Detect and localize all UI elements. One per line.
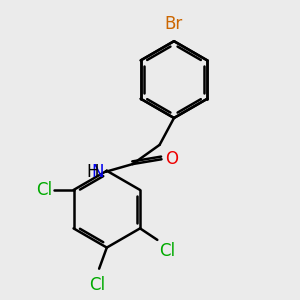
Text: O: O (165, 150, 178, 168)
Text: N: N (92, 163, 104, 181)
Text: Br: Br (165, 16, 183, 34)
Text: H: H (86, 163, 99, 181)
Text: Cl: Cl (36, 181, 52, 199)
Text: Cl: Cl (159, 242, 176, 260)
Text: Cl: Cl (89, 276, 105, 294)
